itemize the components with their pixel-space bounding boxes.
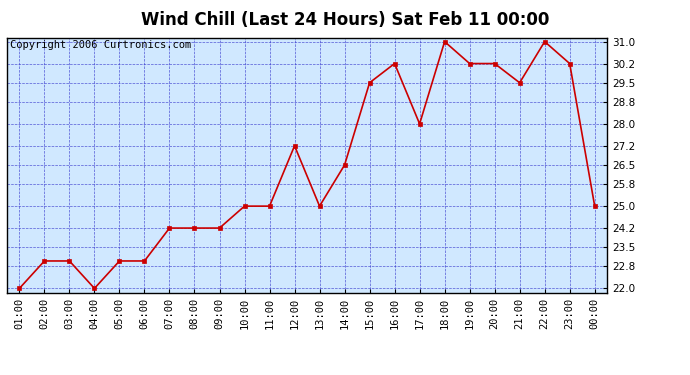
Text: Copyright 2006 Curtronics.com: Copyright 2006 Curtronics.com <box>10 40 191 50</box>
Text: Wind Chill (Last 24 Hours) Sat Feb 11 00:00: Wind Chill (Last 24 Hours) Sat Feb 11 00… <box>141 11 549 29</box>
